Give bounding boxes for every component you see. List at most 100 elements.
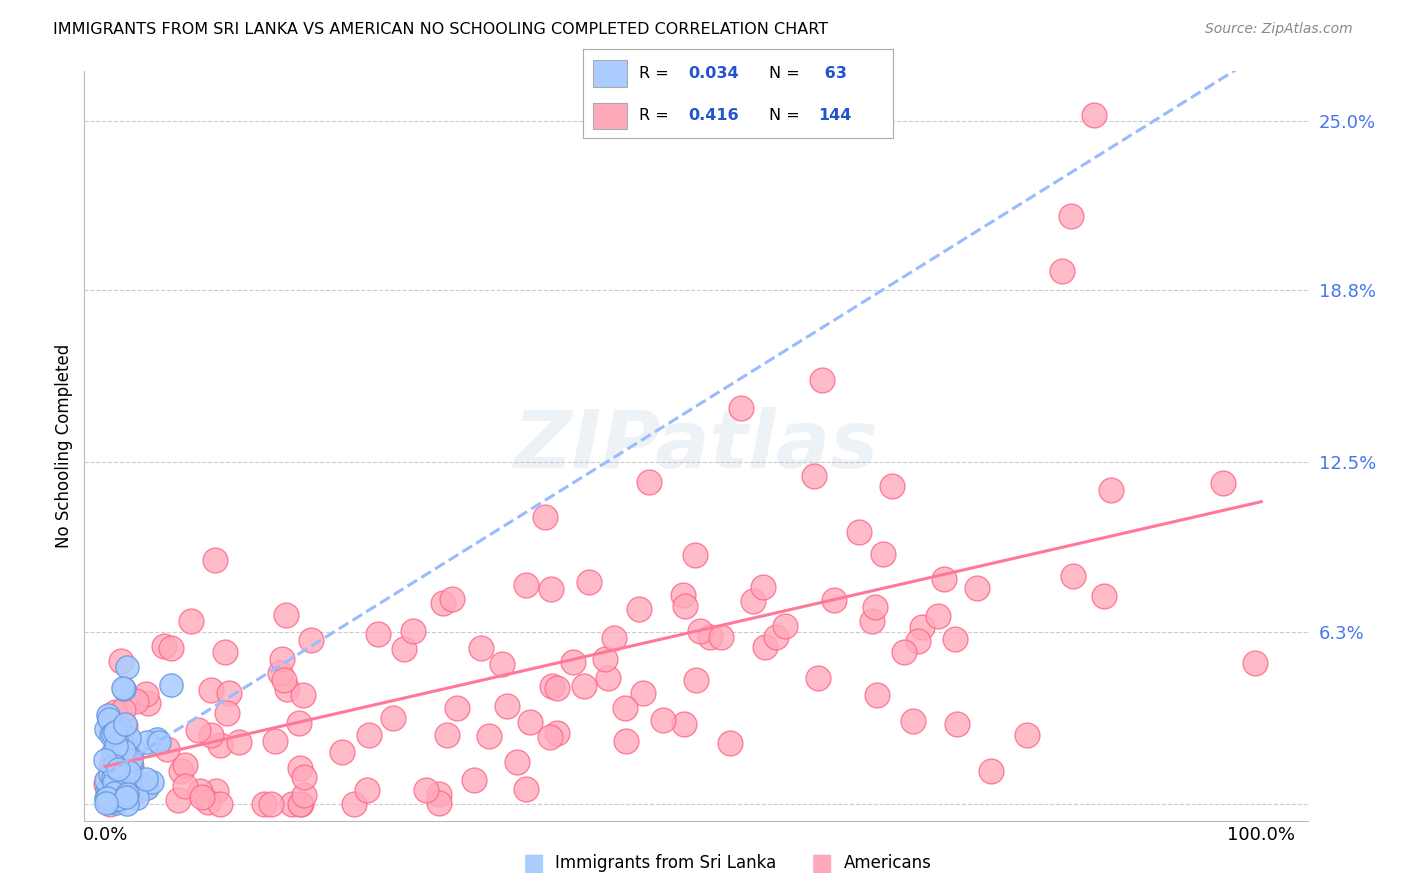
Point xyxy=(603,631,626,645)
Point xyxy=(114,717,136,731)
Point xyxy=(741,594,763,608)
Point xyxy=(134,780,156,794)
Point xyxy=(100,791,122,805)
Point xyxy=(627,601,650,615)
Point xyxy=(291,688,314,702)
Point xyxy=(98,782,121,797)
Point xyxy=(101,746,124,760)
Text: Source: ZipAtlas.com: Source: ZipAtlas.com xyxy=(1205,22,1353,37)
Text: R =: R = xyxy=(640,66,669,80)
Point xyxy=(562,656,585,670)
Point xyxy=(427,787,450,801)
Point xyxy=(1052,264,1074,278)
Point xyxy=(290,797,312,812)
Point xyxy=(107,720,129,734)
Point xyxy=(478,730,501,744)
Point xyxy=(108,779,131,793)
Point xyxy=(614,734,637,748)
Point xyxy=(689,624,711,639)
Point xyxy=(685,673,707,688)
Point xyxy=(180,614,202,628)
Point xyxy=(94,753,117,767)
Point xyxy=(710,631,733,645)
Point xyxy=(100,757,122,772)
Point xyxy=(848,524,870,539)
Point xyxy=(903,714,925,728)
Point xyxy=(392,642,415,657)
Point xyxy=(135,735,157,749)
Y-axis label: No Schooling Completed: No Schooling Completed xyxy=(55,344,73,548)
Point xyxy=(943,632,966,647)
Point xyxy=(115,787,138,801)
Point xyxy=(135,687,157,701)
Point xyxy=(94,777,117,791)
Point xyxy=(104,789,127,804)
Point xyxy=(96,791,118,805)
Point xyxy=(1244,656,1267,670)
Point xyxy=(170,764,193,778)
Text: R =: R = xyxy=(640,109,669,123)
Point xyxy=(538,731,561,745)
Point xyxy=(105,787,128,801)
Point xyxy=(287,716,309,731)
Point xyxy=(866,688,889,702)
Point xyxy=(98,767,121,781)
Point xyxy=(107,791,129,805)
Bar xyxy=(593,60,627,87)
Point xyxy=(269,666,291,681)
Point xyxy=(104,705,127,719)
Point xyxy=(613,701,636,715)
Point xyxy=(98,712,121,726)
Point xyxy=(111,703,134,717)
Point xyxy=(120,759,142,773)
Point xyxy=(107,762,129,776)
Point xyxy=(807,672,830,686)
Point xyxy=(927,608,949,623)
Point xyxy=(672,588,695,602)
Point xyxy=(436,728,458,742)
Point xyxy=(174,758,197,772)
Point xyxy=(125,790,148,805)
Point xyxy=(136,696,159,710)
Point xyxy=(356,782,378,797)
Point xyxy=(292,788,315,802)
Point xyxy=(515,578,537,592)
Point xyxy=(533,510,555,524)
Point xyxy=(148,735,170,749)
Point xyxy=(197,795,219,809)
Point xyxy=(118,731,141,745)
Point xyxy=(699,630,721,644)
Point xyxy=(271,651,294,665)
Point xyxy=(122,741,145,756)
Point xyxy=(110,736,132,750)
Point xyxy=(94,796,117,810)
Point xyxy=(114,772,136,786)
Point xyxy=(190,784,212,798)
Point xyxy=(541,679,564,693)
Point xyxy=(112,682,135,697)
Point xyxy=(135,781,157,796)
Point xyxy=(980,764,1002,778)
Point xyxy=(872,547,894,561)
Point xyxy=(260,797,283,812)
Point xyxy=(135,772,157,786)
Point xyxy=(187,723,209,738)
Point xyxy=(299,632,322,647)
Point xyxy=(104,739,127,753)
Point xyxy=(811,373,834,387)
Point xyxy=(117,659,139,673)
Point xyxy=(100,794,122,808)
Point xyxy=(110,750,132,764)
Point xyxy=(506,755,529,769)
Point xyxy=(110,654,132,668)
Point xyxy=(651,714,673,728)
Point xyxy=(578,575,600,590)
Point xyxy=(146,731,169,746)
Text: ■: ■ xyxy=(523,852,546,875)
Point xyxy=(105,782,128,797)
Point xyxy=(215,706,238,720)
Point xyxy=(673,599,696,613)
Point xyxy=(1092,589,1115,603)
Point xyxy=(273,673,295,688)
Point xyxy=(120,760,142,774)
